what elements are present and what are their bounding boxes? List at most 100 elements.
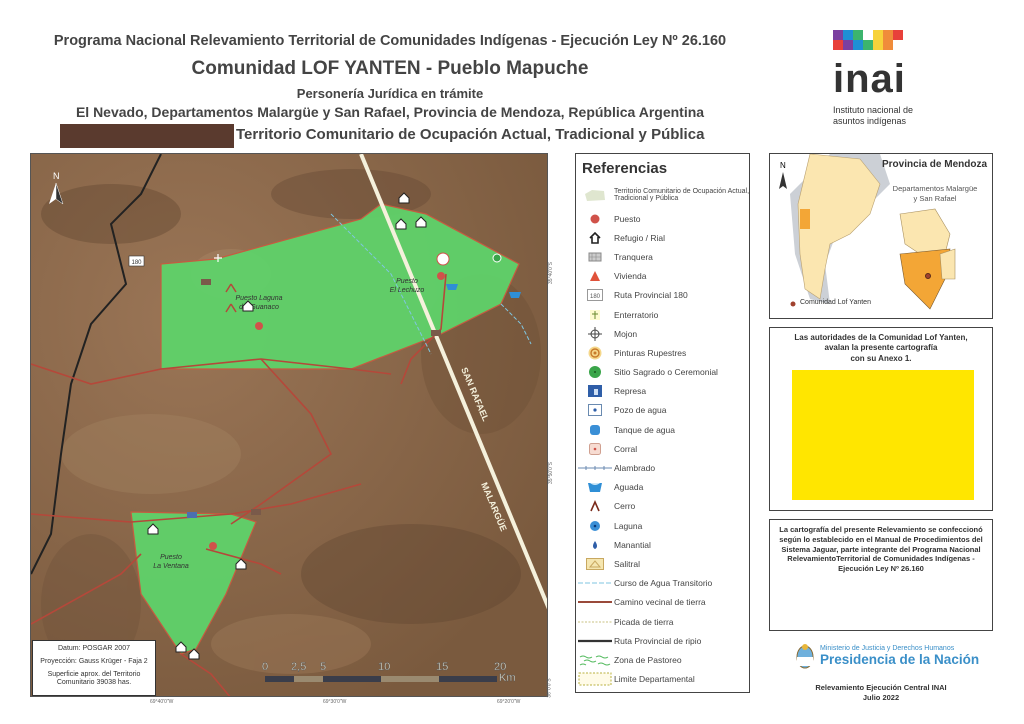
terrain-texture — [41, 169, 541, 674]
legend-label: Enterratorio — [614, 309, 659, 320]
tranquera-icon — [576, 252, 614, 262]
endorsement-panel: Las autoridades de la Comunidad Lof Yant… — [769, 327, 993, 511]
legal-status: Personería Jurídica en trámite — [296, 86, 484, 101]
legend-item: Salitral — [576, 554, 749, 573]
aguada-icon — [576, 481, 614, 493]
legend-item: Enterratorio — [576, 305, 749, 324]
mendoza-north-departments — [899, 208, 951, 255]
refugio-icon — [398, 192, 410, 204]
area-text: Comunitario 39038 has. — [56, 679, 132, 687]
refugio-icon — [242, 300, 254, 312]
legend-item: Cerro — [576, 497, 749, 516]
scale-unit: Km — [499, 672, 516, 684]
legend-item: 180 Ruta Provincial 180 — [576, 286, 749, 305]
logo-subtitle: asuntos indígenas — [833, 116, 907, 126]
lat-tick: 35°40'0"S — [547, 262, 554, 284]
legend-item: Ruta Provincial de ripio — [576, 631, 749, 650]
legend-item: Represa — [576, 382, 749, 401]
territory-map[interactable]: 180 N Puesto Laguna del Guanaco Puesto E… — [31, 154, 548, 697]
route-180-marker — [128, 255, 145, 267]
refugio-icon — [395, 218, 407, 230]
lon-tick: 69°20'0"W — [497, 699, 521, 705]
legend-item: Picada de tierra — [576, 612, 749, 631]
aguada-icon — [509, 292, 521, 298]
corral-icon — [436, 252, 450, 266]
map-symbols — [147, 192, 521, 660]
camino-vecinal-icon — [576, 599, 614, 605]
pozo-icon — [576, 404, 614, 417]
legend-item: Vivienda — [576, 267, 749, 286]
inai-logo: inai Instituto nacional de asuntos indíg… — [833, 30, 943, 127]
curso-agua-transitorio — [330, 213, 532, 355]
legend-label: Territorio Comunitario de Ocupación Actu… — [614, 188, 750, 202]
tanque-icon — [576, 424, 614, 436]
inset-subtitle: Departamentos Malargüe y San Rafael — [892, 184, 978, 203]
map-frame[interactable]: 180 N Puesto Laguna del Guanaco Puesto E… — [30, 153, 548, 697]
methodology-note: La cartografía del presente Relevamiento… — [769, 519, 993, 631]
legend-item: Tanque de agua — [576, 420, 749, 439]
map-info-box: Datum: POSGAR 2007 Proyección: Gauss Krü… — [32, 640, 156, 696]
picada-icon — [576, 619, 614, 625]
tranquera-icon — [251, 509, 261, 515]
refugio-icon — [188, 648, 200, 660]
legend-label: Camino vecinal de tierra — [614, 597, 706, 608]
label-puesto-ventana: Puesto — [160, 554, 182, 561]
community-location-marker — [925, 273, 931, 279]
mendoza-highlight — [800, 209, 810, 229]
logo-subtitle: Instituto nacional de — [833, 105, 914, 115]
legend-label: Limite Departamental — [614, 674, 695, 685]
legend-item: Refugio / Rial — [576, 228, 749, 247]
mojon-icon — [576, 326, 614, 341]
scale-tick-label: 0 — [262, 661, 268, 673]
corral-icon — [576, 442, 614, 455]
puesto-icon — [255, 322, 263, 330]
territory-swatch-icon — [576, 188, 614, 202]
legend-label: Sitio Sagrado o Ceremonial — [614, 367, 718, 378]
legend-item: Laguna — [576, 516, 749, 535]
scale-tick-label: 2,5 — [291, 661, 306, 673]
label-puesto-lechuzo: El Lechuzo — [390, 287, 425, 294]
legend-marker-icon — [790, 301, 796, 307]
legend-item: Camino vecinal de tierra — [576, 593, 749, 612]
legend-item: Zona de Pastoreo — [576, 650, 749, 669]
scale-tick-label: 10 — [378, 661, 390, 673]
signature-redaction — [792, 370, 974, 500]
inai-color-squares-icon — [833, 30, 903, 50]
legend-label: Puesto — [614, 213, 641, 224]
legend-panel: Referencias Territorio Comunitario de Oc… — [575, 153, 750, 693]
legend-title: Referencias — [582, 160, 668, 177]
svg-text:N: N — [53, 171, 60, 181]
inset-legend-label: Comunidad Lof Yanten — [800, 299, 871, 306]
refugio-icon — [235, 558, 247, 570]
north-arrow: N — [49, 171, 64, 205]
endorsement-text: Las autoridades de la Comunidad Lof Yant… — [794, 333, 968, 363]
legend-item: Manantial — [576, 535, 749, 554]
legend-item: Mojon — [576, 324, 749, 343]
inset-north: N — [780, 161, 786, 170]
datum: Datum: POSGAR 2007 — [58, 645, 130, 652]
label-puesto-laguna: del Guanaco — [239, 304, 279, 311]
location: El Nevado, Departamentos Malargüe y San … — [75, 104, 705, 120]
argentina-shape — [797, 153, 881, 300]
sitio-sagrado-icon — [576, 365, 614, 379]
manantial-icon — [576, 539, 614, 551]
legend-label: Laguna — [614, 520, 643, 531]
ruta-ripio-icon — [576, 638, 614, 644]
label-puesto-laguna: Puesto Laguna — [235, 295, 282, 302]
legend-item: Territorio Comunitario de Ocupación Actu… — [576, 181, 749, 209]
coat-of-arms-icon — [796, 644, 814, 669]
legend-label: Manantial — [614, 539, 651, 550]
malargue-san-rafael — [899, 248, 951, 310]
north-arrow-icon — [779, 172, 787, 189]
limite-icon — [576, 672, 614, 686]
cerro-icon — [225, 303, 237, 313]
inai-wordmark: inai — [833, 57, 906, 101]
scale-tick-label: 5 — [320, 661, 326, 673]
scale-tick-label: 15 — [436, 661, 448, 673]
legend-item: Curso de Agua Transitorio — [576, 574, 749, 593]
road-san-rafael-malargue — [359, 154, 547, 610]
presidency-name: Presidencia de la Nación — [820, 652, 980, 667]
label-puesto-ventana: La Ventana — [153, 563, 189, 570]
legend-label: Corral — [614, 443, 638, 454]
legend-label: Tanque de agua — [614, 424, 675, 435]
